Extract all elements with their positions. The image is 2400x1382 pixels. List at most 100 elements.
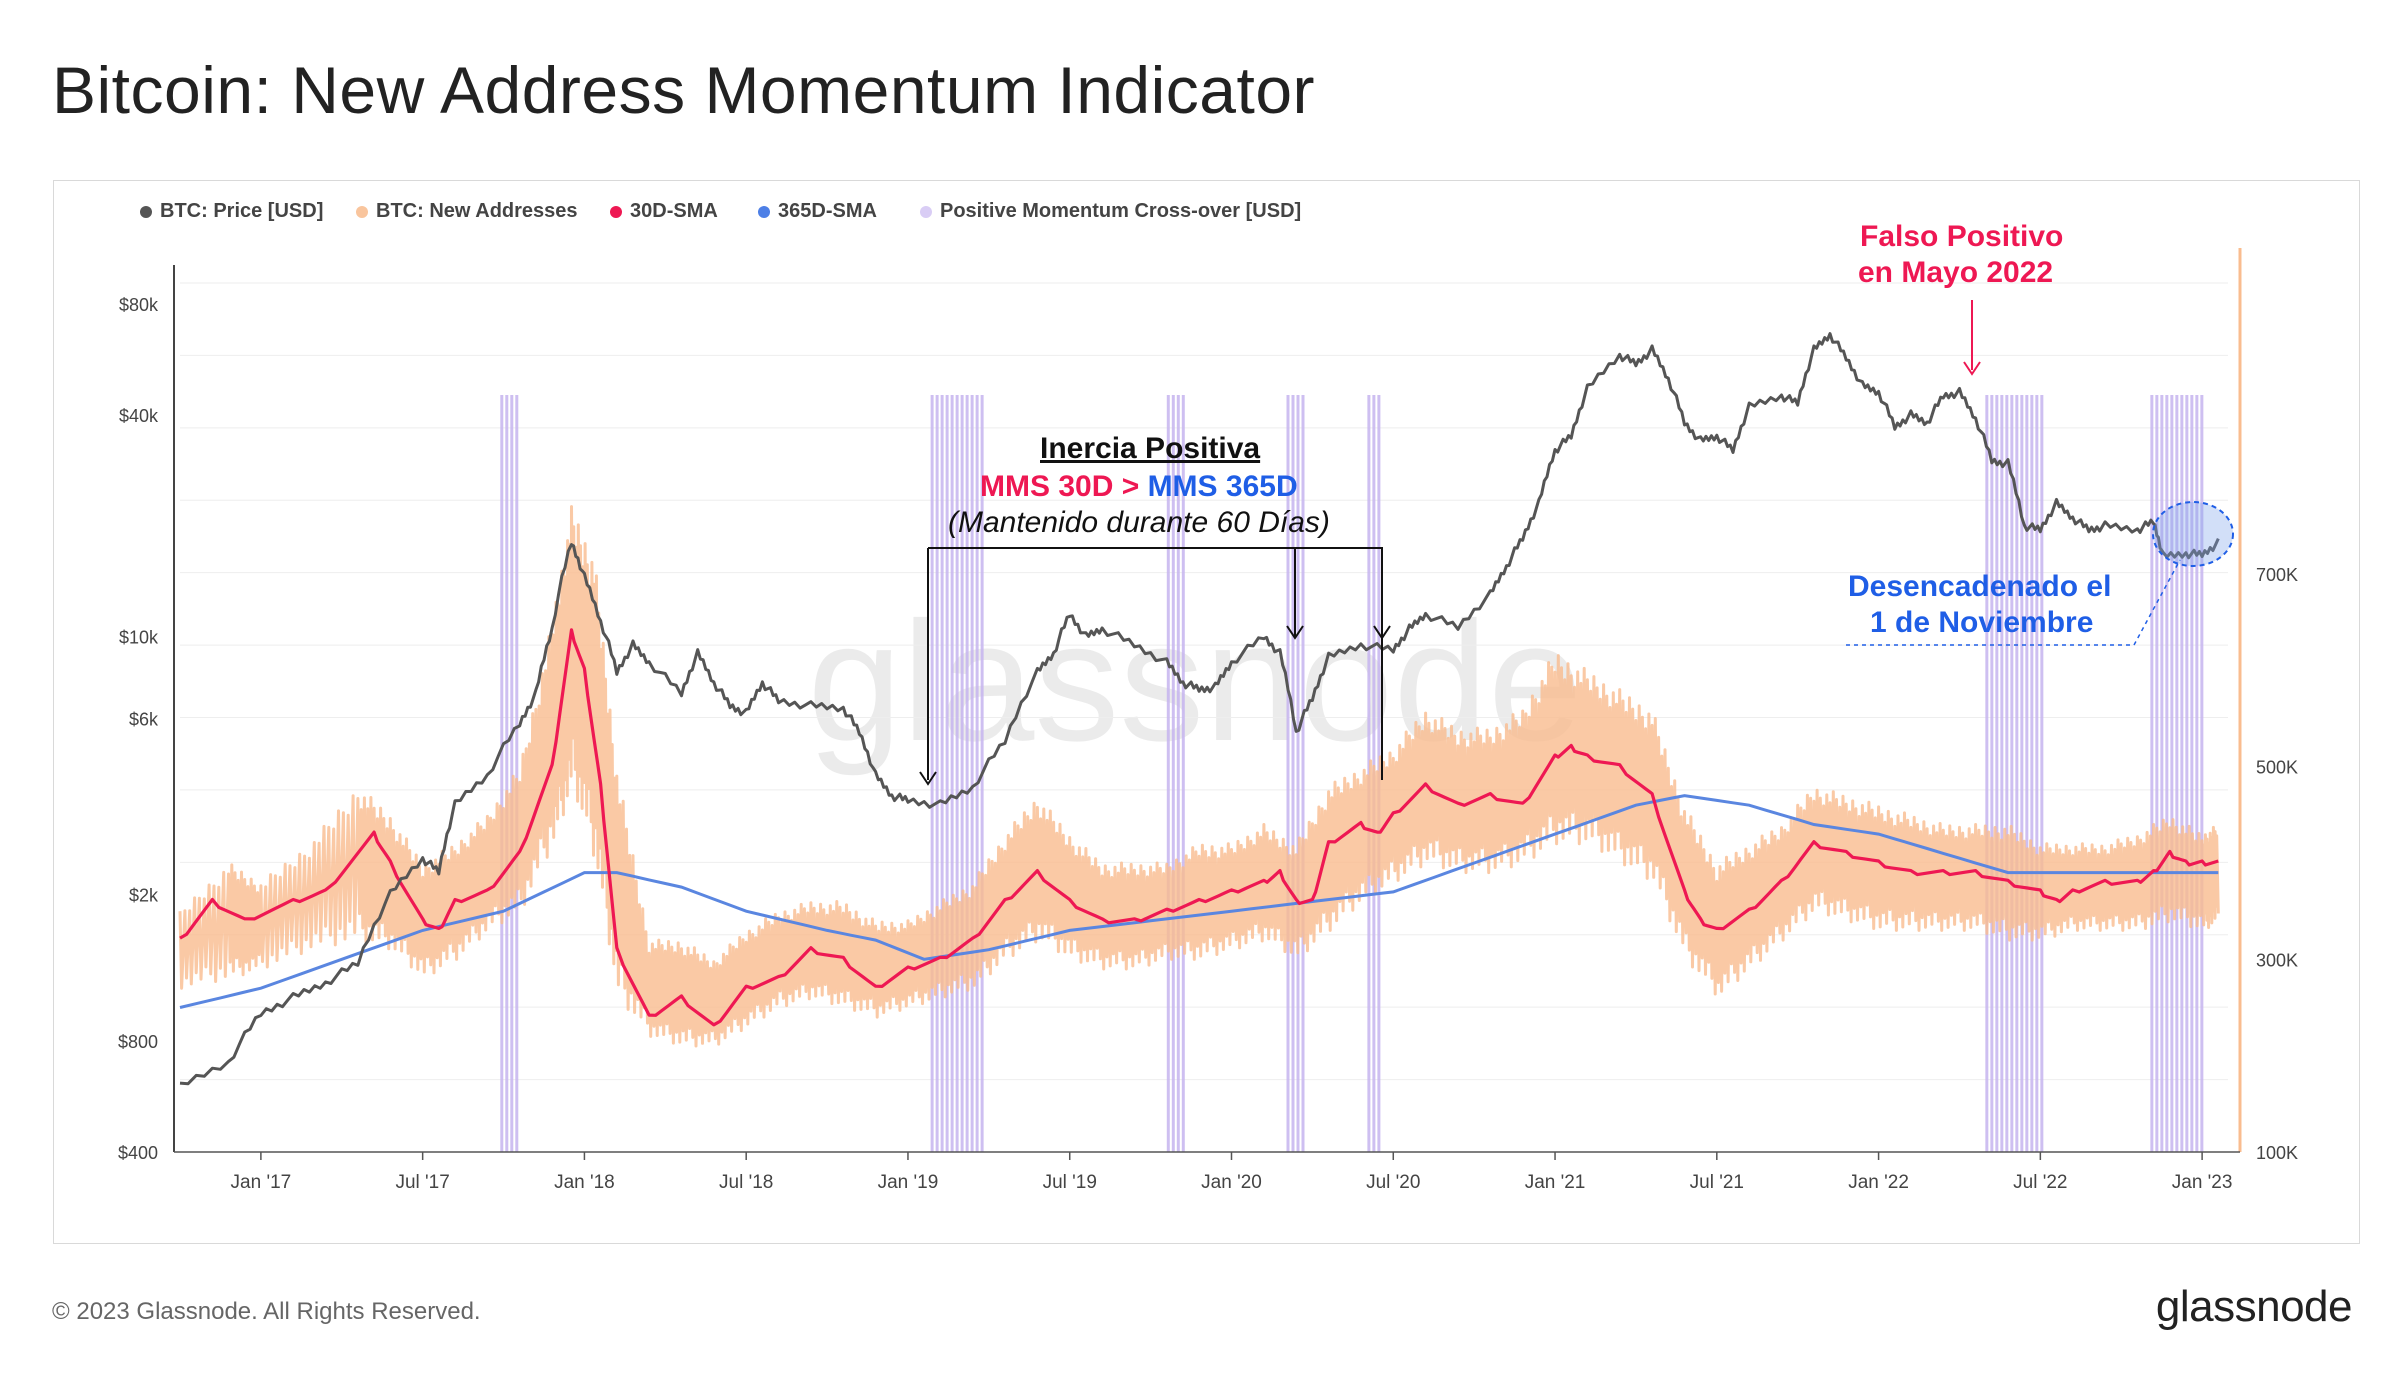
crossover-bar (1176, 395, 1180, 1152)
y-left-tick-label: $40k (119, 406, 159, 426)
crossover-bar (1296, 395, 1300, 1152)
crossover-bar (2025, 395, 2029, 1152)
crossover-bar (940, 395, 944, 1152)
x-tick-label: Jan '17 (231, 1172, 292, 1193)
crossover-bar (2170, 395, 2174, 1152)
x-tick-label: Jul '20 (1366, 1172, 1420, 1193)
crossover-bar (1181, 395, 1185, 1152)
y-right-tick-label: 300K (2256, 950, 2298, 970)
crossover-bar (2035, 395, 2039, 1152)
sma30-layer (179, 628, 2219, 1027)
chart-title: Bitcoin: New Address Momentum Indicator (52, 53, 1316, 127)
crossover-bar (2010, 395, 2014, 1152)
legend-crossover[interactable]: Positive Momentum Cross-over [USD] (920, 200, 1301, 223)
crossover-bar (970, 395, 974, 1152)
x-tick-label: Jan '22 (1848, 1172, 1909, 1193)
legend-sma365-label: 365D-SMA (778, 200, 877, 222)
crossover-bar (1367, 395, 1371, 1152)
annotation-inercia-title: Inercia Positiva (1040, 432, 1261, 465)
crossover-bar (2160, 395, 2164, 1152)
y-right-tick-label: 500K (2256, 758, 2298, 778)
y-right-tick-label: 700K (2256, 565, 2298, 585)
legend-new-addresses-label: BTC: New Addresses (376, 200, 578, 222)
legend-price-dot (140, 205, 152, 218)
x-tick-label: Jan '20 (1201, 1172, 1262, 1193)
y-left-tick-label: $10k (119, 628, 159, 648)
crossover-bar (935, 395, 939, 1152)
crossover-bar (2015, 395, 2019, 1152)
crossover-bar (2165, 395, 2169, 1152)
crossover-bar (500, 395, 504, 1152)
x-tick-label: Jan '18 (554, 1172, 615, 1193)
crossover-bar (945, 395, 949, 1152)
crossover-bar (1301, 395, 1305, 1152)
crossover-bar (2200, 395, 2204, 1152)
crossover-bar (960, 395, 964, 1152)
crossover-bar (2030, 395, 2034, 1152)
crossover-bar (955, 395, 959, 1152)
y-left-tick-label: $80k (119, 295, 159, 315)
crossover-bar (2040, 395, 2044, 1152)
annotation-gt: > (1113, 470, 1148, 503)
legend-crossover-dot (920, 205, 932, 218)
sma365-series (179, 794, 2219, 1009)
crossover-bar (1985, 395, 1989, 1152)
legend-crossover-label: Positive Momentum Cross-over [USD] (940, 200, 1302, 222)
annotation-falso-2: en Mayo 2022 (1858, 256, 2054, 289)
annotation-mms: MMS 30D > MMS 365D (980, 470, 1298, 504)
legend-sma365[interactable]: 365D-SMA (758, 200, 877, 223)
x-tick-label: Jul '19 (1043, 1172, 1097, 1193)
desencadenado-circle (2152, 501, 2234, 567)
axis-layer: Jan '17 Jul '17 Jan '18 Jul '18 Jan '19 Jul '… (118, 248, 2298, 1193)
y-left-tick-label: $2k (129, 885, 159, 905)
price-series (179, 332, 2220, 1086)
annotation-layer (919, 300, 2234, 786)
falso-arrow (1963, 300, 1981, 376)
crossover-bar (510, 395, 514, 1152)
legend-sma30[interactable]: 30D-SMA (610, 200, 718, 223)
legend-new-addresses[interactable]: BTC: New Addresses (356, 200, 578, 223)
legend-price[interactable]: BTC: Price [USD] (140, 200, 323, 223)
legend-sma30-label: 30D-SMA (630, 200, 718, 222)
footer-logo: glassnode (2155, 1282, 2353, 1331)
y-right-tick-label: 100K (2256, 1143, 2298, 1163)
annotation-falso-1: Falso Positivo (1860, 220, 2064, 253)
y-left-tick-label: $800 (118, 1032, 158, 1052)
crossover-bar (2180, 395, 2184, 1152)
chart-frame (53, 180, 2360, 1244)
crossover-bar (1286, 395, 1290, 1152)
crossover-bar (2190, 395, 2194, 1152)
crossover-bar (505, 395, 509, 1152)
crossover-bar (2150, 395, 2154, 1152)
crossover-bar (2000, 395, 2004, 1152)
crossover-bar (930, 395, 934, 1152)
legend-new-addresses-dot (356, 205, 368, 218)
inercia-arrows (919, 625, 1391, 786)
crossover-bar (2185, 395, 2189, 1152)
crossover-bar (2005, 395, 2009, 1152)
legend-sma365-dot (758, 205, 770, 218)
x-tick-label: Jul '18 (719, 1172, 773, 1193)
crossover-bar (1990, 395, 1994, 1152)
x-tick-label: Jan '23 (2172, 1172, 2233, 1193)
y-left-tick-label: $400 (118, 1143, 158, 1163)
crossover-bar (2175, 395, 2179, 1152)
y-left-tick-label: $6k (129, 710, 159, 730)
crossover-bar (1995, 395, 1999, 1152)
annotation-desen-1: Desencadenado el (1848, 570, 2112, 603)
crossover-bar (1291, 395, 1295, 1152)
crossover-bar (2195, 395, 2199, 1152)
crossover-bar (1166, 395, 1170, 1152)
footer-copyright: © 2023 Glassnode. All Rights Reserved. (52, 1298, 481, 1325)
x-tick-label: Jul '22 (2013, 1172, 2067, 1193)
crossover-bar (2155, 395, 2159, 1152)
x-tick-label: Jan '21 (1525, 1172, 1586, 1193)
price-layer (179, 332, 2220, 1086)
annotation-mms365: MMS 365D (1147, 470, 1298, 503)
crossover-bar (1171, 395, 1175, 1152)
grid-layer (180, 282, 2228, 1153)
crossover-bar (2020, 395, 2024, 1152)
legend-sma30-dot (610, 205, 622, 218)
crossover-bar (975, 395, 979, 1152)
